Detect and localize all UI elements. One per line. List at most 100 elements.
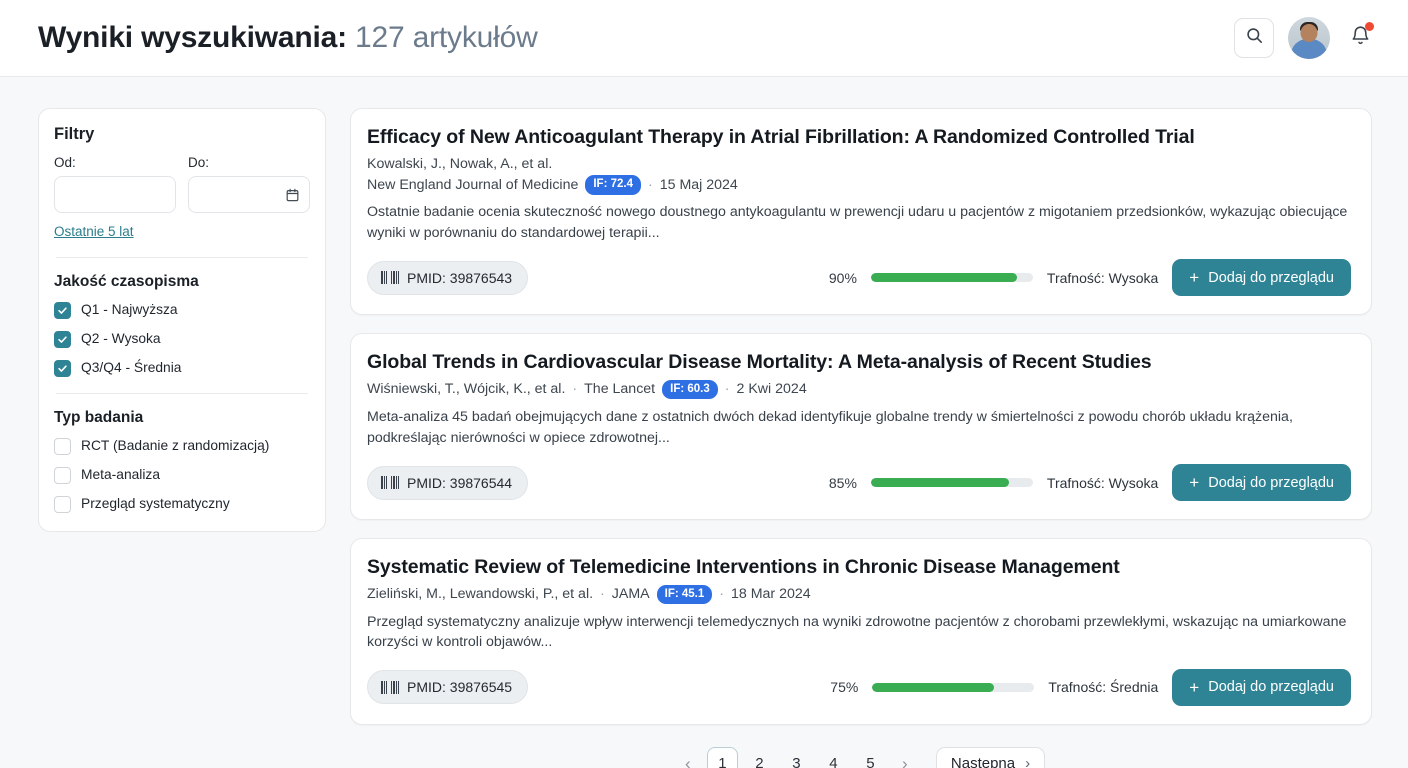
divider-1 xyxy=(56,257,308,258)
pagination-page-4[interactable]: 4 xyxy=(818,747,849,768)
meta-separator: · xyxy=(600,586,605,603)
pagination-next-arrow[interactable]: › xyxy=(892,749,918,768)
result-footer: PMID: 39876545 75% Trafność: Średnia + D… xyxy=(367,668,1351,706)
barcode-icon xyxy=(381,271,399,285)
filters-title: Filtry xyxy=(54,125,95,143)
checkbox-icon xyxy=(54,467,71,484)
result-meta: Zieliński, M., Lewandowski, P., et al. ·… xyxy=(367,584,1351,605)
add-to-review-button[interactable]: + Dodaj do przeglądu xyxy=(1172,668,1351,706)
result-meta: Wiśniewski, T., Wójcik, K., et al. · The… xyxy=(367,379,1351,400)
pagination-page-3[interactable]: 3 xyxy=(781,747,812,768)
add-to-review-button[interactable]: + Dodaj do przeglądu xyxy=(1172,259,1351,297)
add-to-review-button[interactable]: + Dodaj do przeglądu xyxy=(1172,464,1351,502)
checkbox-icon xyxy=(54,331,71,348)
filter-label: Przegląd systematyczny xyxy=(81,496,230,512)
date-to-input[interactable] xyxy=(188,176,310,213)
plus-icon: + xyxy=(1189,268,1200,288)
filter-label: Q2 - Wysoka xyxy=(81,331,161,347)
meta-separator: · xyxy=(572,381,578,398)
relevance-label: Trafność: Wysoka xyxy=(1046,474,1159,491)
filter-label: RCT (Badanie z randomizacją) xyxy=(81,438,270,454)
study-type-title: Typ badania xyxy=(54,409,144,426)
pagination-page-2[interactable]: 2 xyxy=(744,747,775,768)
meta-separator: · xyxy=(719,586,724,603)
pagination-next-button[interactable]: Następna › xyxy=(935,746,1046,768)
result-card[interactable]: Global Trends in Cardiovascular Disease … xyxy=(350,333,1372,521)
filter-type-systematic-review[interactable]: Przegląd systematyczny xyxy=(54,496,310,513)
result-date: 2 Kwi 2024 xyxy=(736,381,807,398)
result-authors: Kowalski, J., Nowak, A., et al. xyxy=(367,156,553,172)
relevance-group: 90% Trafność: Wysoka + Dodaj do przegląd… xyxy=(823,259,1351,297)
pmid-badge[interactable]: PMID: 39876544 xyxy=(367,465,529,500)
meta-separator: · xyxy=(724,381,730,398)
impact-factor-badge: IF: 60.3 xyxy=(662,379,718,400)
avatar[interactable] xyxy=(1288,17,1330,59)
result-card[interactable]: Systematic Review of Telemedicine Interv… xyxy=(350,538,1372,725)
pmid-badge[interactable]: PMID: 39876543 xyxy=(367,260,529,295)
result-date: 15 Maj 2024 xyxy=(659,176,738,193)
page-title: Wyniki wyszukiwania: 127 artykułów xyxy=(38,21,538,55)
pagination-prev-button[interactable]: ‹ xyxy=(675,749,701,768)
filter-label: Q3/Q4 - Średnia xyxy=(81,360,182,376)
result-authors: Zieliński, M., Lewandowski, P., et al. xyxy=(367,586,594,603)
checkbox-icon xyxy=(54,360,71,377)
result-title[interactable]: Systematic Review of Telemedicine Interv… xyxy=(367,556,1120,579)
filter-label: Q1 - Najwyższa xyxy=(81,302,178,318)
date-from-input[interactable] xyxy=(54,176,176,213)
filter-quality-q2[interactable]: Q2 - Wysoka xyxy=(54,331,310,348)
relevance-percent: 85% xyxy=(828,474,857,491)
result-journal: JAMA xyxy=(611,586,650,603)
relevance-label: Trafność: Wysoka xyxy=(1046,269,1159,286)
result-date: 18 Mar 2024 xyxy=(731,586,811,603)
filter-type-rct[interactable]: RCT (Badanie z randomizacją) xyxy=(54,438,310,455)
meta-separator: · xyxy=(648,176,653,193)
filter-quality-q1[interactable]: Q1 - Najwyższa xyxy=(54,302,310,319)
relevance-label: Trafność: Średnia xyxy=(1048,679,1159,696)
pagination: ‹ 1 2 3 4 5 › Następna › xyxy=(312,725,1408,768)
relevance-progress-bar xyxy=(872,682,1035,692)
calendar-icon[interactable] xyxy=(285,187,300,202)
avatar-body xyxy=(1291,39,1327,59)
checkbox-icon xyxy=(54,438,71,455)
divider-2 xyxy=(56,393,308,394)
result-title[interactable]: Global Trends in Cardiovascular Disease … xyxy=(367,351,1152,374)
date-to-label: Do: xyxy=(188,155,210,170)
relevance-percent: 75% xyxy=(830,679,859,696)
page-title-prefix: Wyniki wyszukiwania: xyxy=(38,21,347,54)
barcode-icon xyxy=(381,476,399,490)
plus-icon: + xyxy=(1189,677,1200,697)
result-meta: New England Journal of Medicine IF: 72.4… xyxy=(367,175,1351,196)
chevron-right-icon: › xyxy=(1025,755,1031,768)
relevance-group: 75% Trafność: Średnia + Dodaj do przeglą… xyxy=(824,668,1351,706)
result-abstract: Przegląd systematyczny analizuje wpływ i… xyxy=(367,613,1347,651)
checkbox-icon xyxy=(54,302,71,319)
filter-type-meta-analysis[interactable]: Meta-analiza xyxy=(54,467,310,484)
pmid-value: PMID: 39876543 xyxy=(407,269,513,286)
date-range-row: Od: Do: xyxy=(54,155,310,213)
filter-quality-q3q4[interactable]: Q3/Q4 - Średnia xyxy=(54,360,310,377)
search-button[interactable] xyxy=(1234,18,1274,58)
result-title[interactable]: Efficacy of New Anticoagulant Therapy in… xyxy=(367,126,1195,148)
relevance-percent: 90% xyxy=(828,269,857,286)
pmid-value: PMID: 39876544 xyxy=(407,474,513,491)
progress-fill xyxy=(870,273,1017,283)
result-card[interactable]: Efficacy of New Anticoagulant Therapy in… xyxy=(350,108,1372,316)
result-journal: New England Journal of Medicine xyxy=(367,176,579,193)
date-to-col: Do: xyxy=(188,155,310,213)
app-header: Wyniki wyszukiwania: 127 artykułów xyxy=(0,0,1408,77)
search-icon xyxy=(1245,26,1264,50)
add-to-review-label: Dodaj do przeglądu xyxy=(1208,679,1334,696)
relevance-progress-bar xyxy=(870,478,1033,488)
pmid-badge[interactable]: PMID: 39876545 xyxy=(367,670,529,705)
pagination-page-1[interactable]: 1 xyxy=(706,747,738,768)
bell-icon xyxy=(1350,25,1371,51)
plus-icon: + xyxy=(1189,473,1200,493)
avatar-head xyxy=(1300,24,1318,42)
results-count: 127 artykułów xyxy=(355,21,538,54)
relevance-group: 85% Trafność: Wysoka + Dodaj do przegląd… xyxy=(823,464,1351,502)
notifications-button[interactable] xyxy=(1344,20,1376,56)
add-to-review-label: Dodaj do przeglądu xyxy=(1208,474,1334,491)
last-5-years-link[interactable]: Ostatnie 5 lat xyxy=(54,224,134,239)
pagination-page-5[interactable]: 5 xyxy=(855,747,886,768)
barcode-icon xyxy=(381,680,399,694)
